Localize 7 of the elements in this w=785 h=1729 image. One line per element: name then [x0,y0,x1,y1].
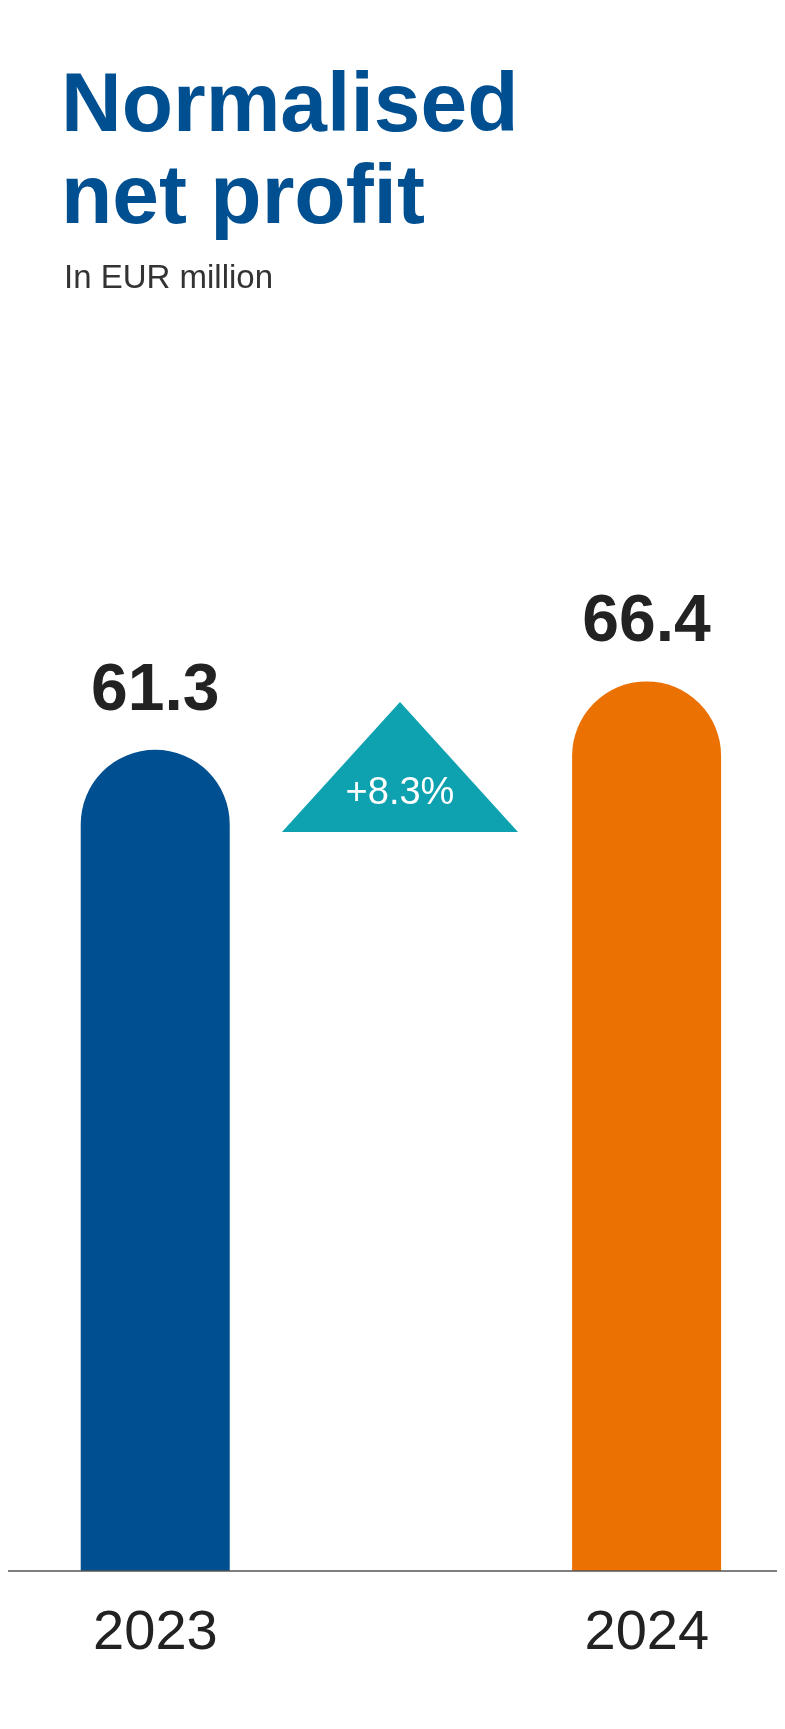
data-label: 66.4 [582,581,712,656]
data-label: 61.3 [90,649,220,724]
x-tick-label: 2024 [584,1597,710,1661]
chart-title: Normalised net profit [61,55,520,241]
annotation: +8.3% [344,770,456,813]
chart-subtitle: In EUR million [64,258,274,296]
x-tick-label: 2023 [93,1597,218,1661]
